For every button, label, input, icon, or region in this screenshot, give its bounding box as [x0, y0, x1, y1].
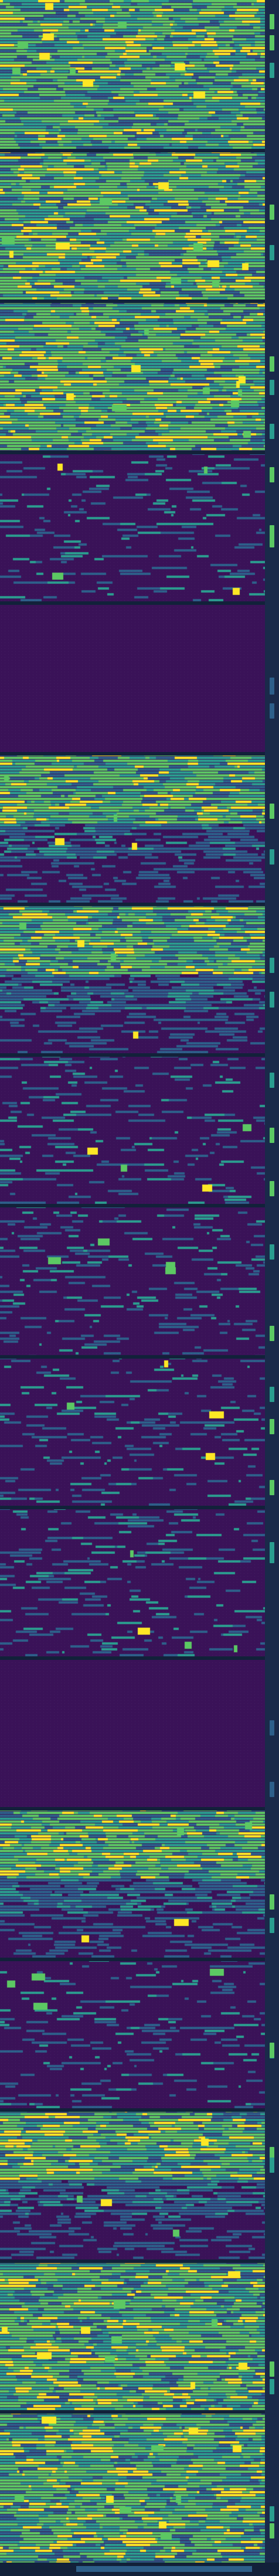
gutter-marker[interactable] [270, 1181, 274, 1196]
gutter-marker[interactable] [270, 380, 274, 395]
gutter-marker[interactable] [270, 467, 274, 482]
gutter-marker[interactable] [270, 1326, 274, 1341]
gutter-marker[interactable] [270, 2361, 274, 2377]
gutter-marker[interactable] [270, 804, 274, 819]
gutter-marker[interactable] [270, 2158, 274, 2173]
gutter-marker[interactable] [270, 245, 274, 260]
gutter-marker[interactable] [270, 424, 274, 439]
footer-progress [76, 2566, 252, 2572]
gutter-marker[interactable] [270, 703, 274, 719]
gutter-marker[interactable] [270, 992, 274, 1007]
gutter-marker[interactable] [270, 2043, 274, 2058]
gutter-marker[interactable] [270, 35, 274, 50]
gutter-marker[interactable] [270, 679, 274, 695]
gutter-marker[interactable] [270, 205, 274, 220]
gutter-marker[interactable] [270, 1419, 274, 1434]
gutter-marker[interactable] [270, 14, 274, 29]
heatmap-canvas [0, 0, 265, 2576]
gutter-marker[interactable] [270, 2506, 274, 2521]
gutter-marker[interactable] [270, 356, 274, 372]
gutter-marker[interactable] [270, 63, 274, 78]
gutter-marker[interactable] [270, 1894, 274, 1910]
gutter-marker[interactable] [270, 1720, 274, 1736]
gutter-marker[interactable] [270, 1548, 274, 1563]
gutter-marker[interactable] [270, 1128, 274, 1143]
gutter-marker[interactable] [270, 1244, 274, 1260]
gutter-marker[interactable] [270, 1480, 274, 1495]
heatmap-strip [0, 0, 265, 2576]
gutter-marker[interactable] [270, 1918, 274, 1933]
gutter-marker[interactable] [270, 2379, 274, 2394]
scroll-gutter[interactable] [265, 0, 279, 2576]
gutter-marker[interactable] [270, 1782, 274, 1797]
gutter-marker[interactable] [270, 2147, 274, 2162]
gutter-marker[interactable] [270, 849, 274, 865]
gutter-marker[interactable] [270, 1387, 274, 1402]
footer-bar [0, 2563, 279, 2576]
gutter-marker[interactable] [270, 2523, 274, 2538]
gutter-marker[interactable] [270, 958, 274, 973]
gutter-marker[interactable] [270, 525, 274, 540]
gutter-marker[interactable] [270, 1073, 274, 1088]
